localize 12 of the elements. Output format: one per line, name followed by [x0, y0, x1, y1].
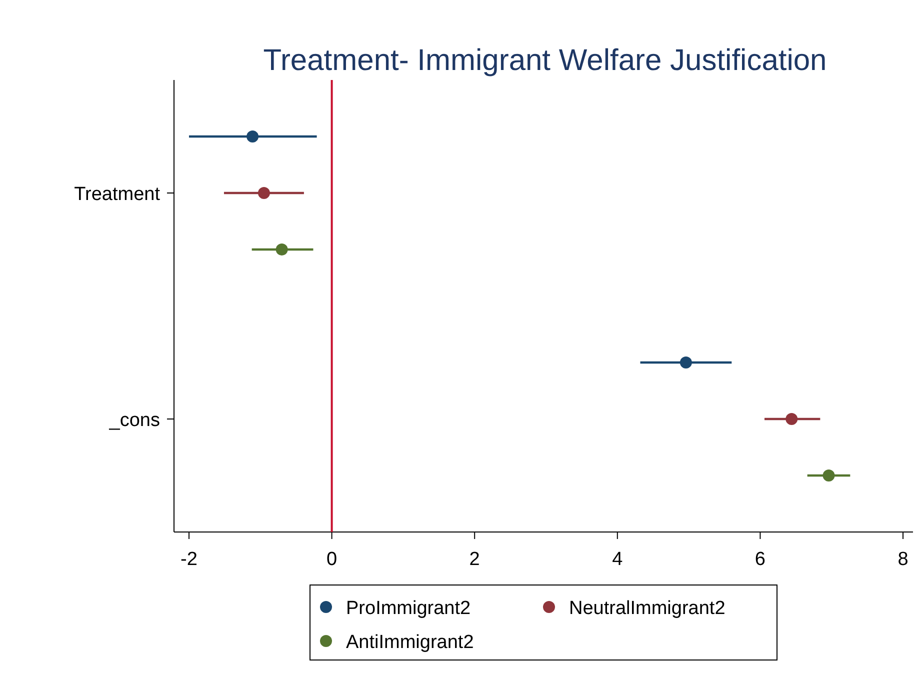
x-tick-label: 2: [469, 549, 480, 570]
x-tick-label: 4: [612, 549, 624, 570]
legend-label: AntiImmigrant2: [346, 632, 474, 653]
legend-label: ProImmigrant2: [346, 598, 471, 619]
x-tick-label: 0: [326, 549, 338, 570]
y-tick-label: _cons: [108, 410, 160, 431]
x-tick-label: 6: [754, 549, 766, 570]
x-tick-label: 8: [898, 549, 908, 570]
x-tick-label: -2: [180, 549, 198, 570]
y-tick-label: Treatment: [74, 184, 161, 205]
chart-title: Treatment- Immigrant Welfare Justification: [263, 44, 827, 77]
legend-label: NeutralImmigrant2: [569, 598, 726, 619]
